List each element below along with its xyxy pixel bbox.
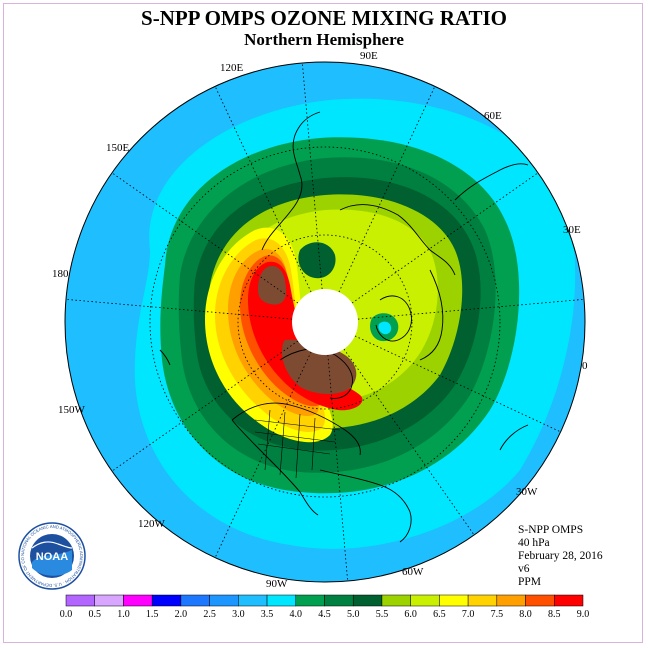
- meridians: [65, 62, 585, 582]
- meridian-line: [338, 86, 436, 293]
- colorbar-tick-label: 8.0: [519, 609, 532, 620]
- map-border: [64, 61, 586, 583]
- meridian-line: [111, 172, 299, 304]
- info-instrument: S-NPP OMPS: [518, 524, 584, 536]
- colorbar-tick-label: 7.5: [490, 609, 504, 620]
- lat-circle-60n: [237, 234, 413, 410]
- colorbar-swatch: [324, 594, 354, 607]
- longitude-label: 120W: [138, 518, 165, 530]
- map-title: S-NPP OMPS OZONE MIXING RATIO: [141, 6, 507, 30]
- longitude-label: 90W: [266, 578, 288, 590]
- colorbar-swatch: [238, 594, 268, 607]
- longitude-label: 150W: [58, 404, 85, 416]
- longitude-label: 90E: [360, 50, 378, 62]
- colorbar-tick-label: 9.0: [576, 609, 590, 620]
- colorbar-swatch: [525, 594, 555, 607]
- info-box: S-NPP OMPS 40 hPa February 28, 2016 v6 P…: [518, 524, 603, 589]
- info-date: February 28, 2016: [518, 550, 603, 562]
- colorbar-tick-label: 8.5: [548, 609, 561, 620]
- meridian-line: [65, 298, 293, 320]
- colorbar-swatch: [410, 594, 440, 607]
- colorbar-swatch: [180, 594, 210, 607]
- meridian-line: [327, 354, 349, 582]
- colorbar-swatch: [94, 594, 124, 607]
- colorbar-tick-label: 7.0: [461, 609, 475, 620]
- noaa-logo: NOAA NATIONAL OCEANIC AND ATMOSPHERIC AD…: [16, 518, 86, 590]
- map-subtitle: Northern Hemisphere: [244, 30, 404, 49]
- colorbar-tick-label: 6.0: [404, 609, 417, 620]
- coastlines: [159, 111, 529, 543]
- longitude-label: 0: [582, 360, 588, 372]
- meridian-line: [354, 335, 561, 433]
- colorbar-swatch: [295, 594, 325, 607]
- longitude-label: 120E: [220, 62, 244, 74]
- lat-circle-30n: [149, 146, 501, 498]
- colorbar-swatch: [467, 594, 498, 607]
- longitude-label: 60W: [402, 566, 424, 578]
- colorbar-tick-label: 4.0: [289, 609, 303, 620]
- colorbar-swatch: [209, 594, 239, 607]
- colorbar-swatch: [554, 594, 584, 607]
- figure-frame: [3, 3, 643, 643]
- noaa-logo-text: NOAA: [36, 551, 68, 563]
- pole-hole: [292, 289, 358, 355]
- info-level: 40 hPa: [518, 537, 550, 549]
- colorbar-tick-label: 5.5: [375, 609, 389, 620]
- colorbar-tick-label: 3.5: [260, 609, 274, 620]
- longitude-label: 30E: [563, 224, 581, 236]
- meridian-line: [111, 340, 299, 472]
- longitude-label: 60E: [484, 110, 502, 122]
- longitude-label: 180: [52, 268, 69, 280]
- meridian-line: [214, 351, 312, 558]
- colorbar: [65, 594, 584, 607]
- band-5-0-blob: [298, 242, 336, 279]
- meridian-line: [357, 298, 585, 320]
- meridian-line: [301, 62, 323, 290]
- graticule: [149, 146, 501, 498]
- colorbar-swatch: [439, 594, 469, 607]
- colorbar-tick-label: 2.5: [203, 609, 216, 620]
- band-9-0: [258, 266, 357, 394]
- colorbar-tick-label: 2.0: [174, 609, 188, 620]
- longitude-label: 150E: [106, 142, 130, 154]
- colorbar-tick-label: 0.0: [59, 609, 73, 620]
- colorbar-tick-label: 6.5: [433, 609, 446, 620]
- usa-states-grid: [254, 409, 341, 479]
- colorbar-swatch: [352, 594, 383, 607]
- meridian-line: [351, 172, 539, 304]
- colorbar-tick-label: 4.5: [318, 609, 331, 620]
- colorbar-swatch: [123, 594, 153, 607]
- longitude-label: 30W: [516, 486, 538, 498]
- band-3-5-blob: [378, 321, 392, 335]
- colorbar-tick-label: 3.0: [232, 609, 245, 620]
- colorbar-tick-label: 5.0: [346, 609, 360, 620]
- colorbar-swatch: [381, 594, 411, 607]
- colorbar-swatch: [65, 594, 95, 607]
- meridian-line: [343, 348, 475, 536]
- colorbar-swatch: [151, 594, 182, 607]
- colorbar-tick-label: 1.5: [145, 609, 159, 620]
- colorbar-swatch: [266, 594, 297, 607]
- colorbar-swatch: [496, 594, 526, 607]
- info-units: PPM: [518, 576, 542, 588]
- meridian-line: [214, 86, 312, 293]
- colorbar-tick-label: 1.0: [117, 609, 130, 620]
- info-version: v6: [518, 563, 530, 575]
- colorbar-tick-label: 0.5: [88, 609, 101, 620]
